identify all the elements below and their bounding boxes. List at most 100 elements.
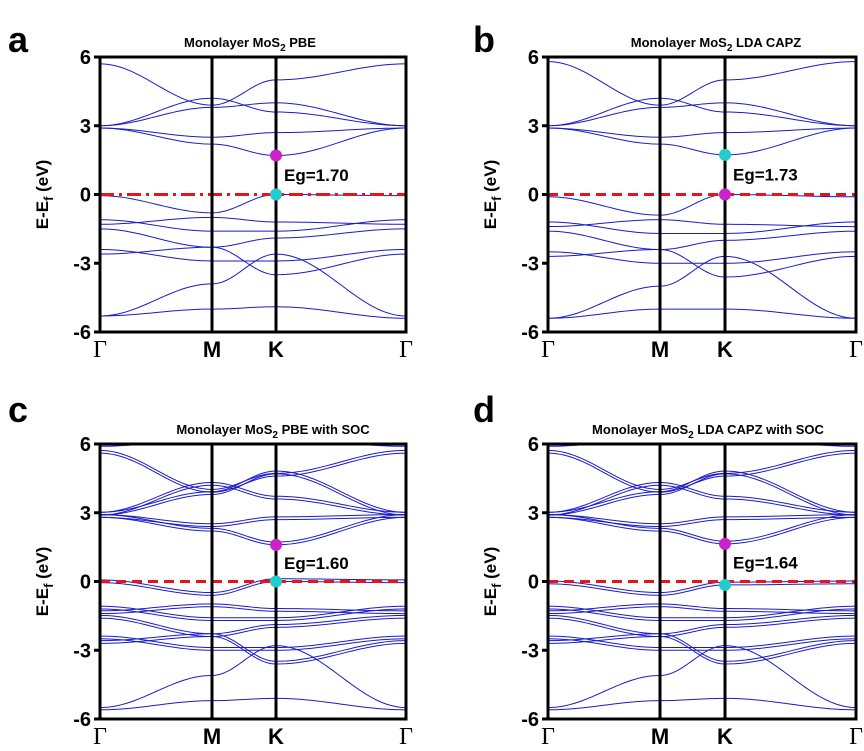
y-tick-label: -3: [73, 640, 91, 662]
band-line-7: [548, 221, 856, 234]
band-line-5: [100, 228, 406, 248]
y-tick-label: -6: [521, 322, 539, 344]
ylabel-subscript: f: [489, 196, 504, 201]
x-tick-label: Γ: [849, 337, 863, 363]
panel-title: Monolayer MoS2 PBE with SOC: [176, 422, 370, 441]
band-line-8: [548, 193, 856, 216]
band-line-5-soc-split: [100, 614, 406, 635]
band-line-11-soc-split: [100, 470, 406, 513]
band-line-1: [100, 306, 406, 319]
x-tick-label: K: [268, 337, 284, 362]
bands: [100, 444, 406, 711]
band-line-10-soc-split: [100, 481, 406, 513]
band-line-5: [548, 617, 856, 638]
y-axis-label: E-Ef (eV): [33, 160, 56, 230]
band-line-5: [548, 230, 856, 251]
band-gap-label: Eg=1.64: [733, 554, 798, 573]
y-tick-label: 6: [528, 47, 539, 69]
band-line-10: [548, 97, 856, 127]
band-line-8: [100, 581, 406, 596]
y-tick-label: 0: [80, 572, 91, 594]
x-tick-label: K: [717, 724, 733, 749]
panel-letter: d: [473, 389, 495, 430]
ylabel-main: E-E: [481, 201, 500, 229]
band-line-13: [100, 452, 406, 493]
y-axis-label: E-Ef (eV): [481, 160, 504, 230]
y-tick-label: 0: [80, 185, 91, 207]
band-line-6-soc-split: [548, 603, 856, 612]
band-line-7: [548, 608, 856, 621]
vbm-marker: [270, 575, 282, 588]
band-line-9: [100, 516, 406, 546]
band-line-7: [100, 608, 406, 621]
y-tick-label: 3: [528, 116, 539, 138]
band-line-1: [100, 697, 406, 711]
band-gap-label: Eg=1.73: [733, 166, 798, 185]
band-line-9: [548, 127, 856, 156]
y-tick-label: -3: [521, 640, 539, 662]
cbm-marker: [270, 538, 282, 551]
band-line-4-soc-split: [548, 635, 856, 648]
ylabel-subscript: f: [41, 196, 56, 201]
x-tick-label: Γ: [849, 724, 863, 750]
ylabel-rest: (eV): [481, 160, 500, 197]
x-tick-label: Γ: [541, 337, 555, 363]
panel-letter: a: [8, 19, 29, 60]
x-tick-label: M: [203, 724, 221, 749]
y-tick-label: -6: [73, 322, 91, 344]
band-line-4-soc-split: [100, 635, 406, 648]
y-tick-label: 6: [80, 434, 91, 456]
band-line-6-soc-split: [100, 603, 406, 612]
y-tick-label: -3: [521, 253, 539, 275]
band-line-5-soc-split: [548, 614, 856, 635]
x-tick-label: K: [717, 337, 733, 362]
band-line-10: [100, 97, 406, 127]
band-line-12: [100, 516, 406, 528]
y-axis-label: E-Ef (eV): [33, 547, 56, 617]
band-line-11: [100, 102, 406, 127]
band-line-8: [100, 194, 406, 214]
band-line-13-soc-split: [548, 449, 856, 490]
y-tick-label: 0: [528, 185, 539, 207]
panel-letter: c: [8, 389, 28, 430]
ylabel-main: E-E: [33, 201, 52, 229]
band-line-9: [548, 516, 856, 545]
band-line-2: [548, 645, 856, 709]
band-line-13: [100, 63, 406, 106]
y-tick-label: 3: [80, 503, 91, 525]
panel-title: Monolayer MoS2 LDA CAPZ with SOC: [592, 422, 824, 441]
cbm-marker: [270, 149, 282, 162]
ylabel-subscript: f: [489, 583, 504, 588]
band-line-5: [100, 617, 406, 638]
vbm-marker: [719, 188, 731, 201]
vbm-marker: [719, 578, 731, 591]
title-rest: LDA CAPZ: [732, 35, 801, 50]
panel-title: Monolayer MoS2 PBE: [184, 35, 316, 54]
band-line-13-soc-split: [100, 449, 406, 490]
band-line-2: [548, 255, 856, 319]
ylabel-subscript: f: [41, 583, 56, 588]
title-subscript: 2: [688, 430, 694, 441]
band-line-12: [548, 127, 856, 138]
band-line-11: [548, 102, 856, 127]
ylabel-main: E-E: [33, 588, 52, 616]
ylabel-rest: (eV): [33, 547, 52, 584]
band-line-4: [100, 249, 406, 262]
ylabel-main: E-E: [481, 588, 500, 616]
title-main: Monolayer MoS: [184, 35, 280, 50]
x-tick-label: Γ: [541, 724, 555, 750]
band-line-1: [548, 308, 856, 319]
band-line-4: [548, 251, 856, 264]
band-line-13: [548, 452, 856, 493]
x-tick-label: Γ: [399, 724, 413, 750]
band-line-8-soc-split: [100, 578, 406, 594]
band-line-11-soc-split: [548, 470, 856, 513]
band-line-12-soc-split: [548, 514, 856, 525]
bands: [548, 444, 856, 711]
x-tick-label: M: [651, 337, 669, 362]
band-line-10-soc-split: [548, 481, 856, 513]
title-subscript: 2: [280, 43, 286, 54]
band-gap-label: Eg=1.70: [284, 166, 349, 185]
y-axis-label: E-Ef (eV): [481, 547, 504, 617]
